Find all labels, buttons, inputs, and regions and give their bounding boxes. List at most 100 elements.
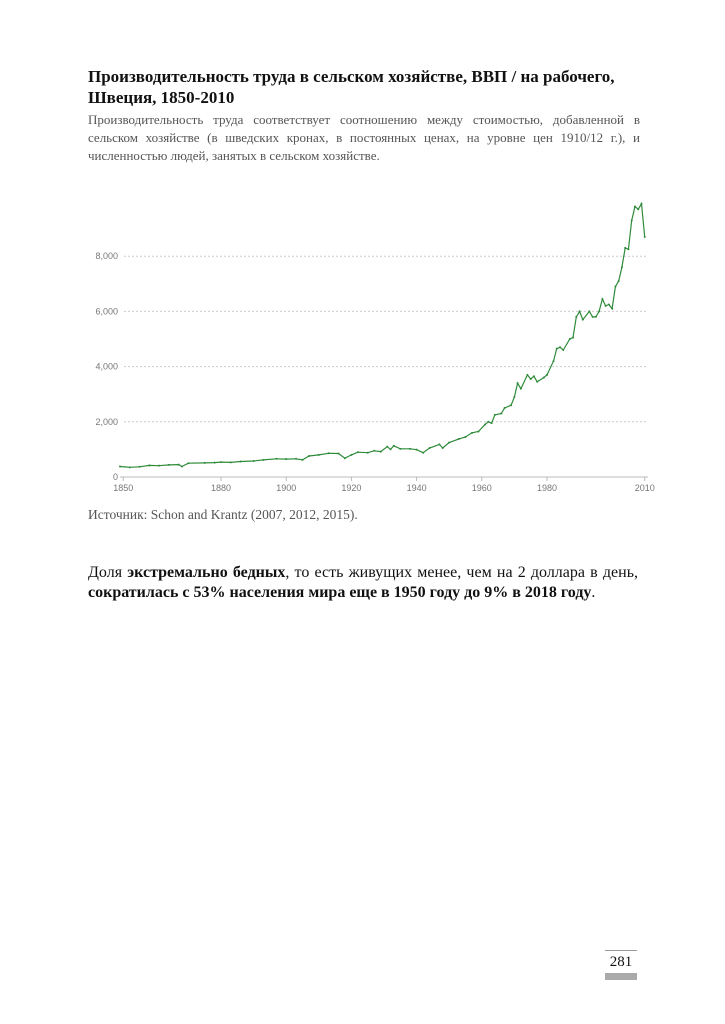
- data-point: [428, 447, 431, 450]
- data-point: [542, 376, 545, 379]
- data-point: [490, 422, 493, 425]
- chart-subtitle: Производительность труда соответствует с…: [88, 112, 640, 163]
- data-point: [484, 423, 487, 426]
- data-point: [627, 248, 630, 251]
- x-tick-label: 2010: [635, 483, 655, 493]
- x-tick-label: 1960: [472, 483, 492, 493]
- data-point: [611, 307, 614, 310]
- x-tick-label: 1920: [341, 483, 361, 493]
- data-point: [471, 431, 473, 434]
- data-point: [532, 375, 535, 378]
- data-point: [555, 347, 558, 350]
- data-point: [180, 465, 183, 468]
- data-point: [252, 459, 255, 462]
- data-point: [438, 443, 441, 446]
- data-point: [575, 315, 578, 318]
- data-point: [601, 297, 604, 300]
- x-tick-label: 1880: [211, 483, 231, 493]
- data-point: [448, 441, 451, 444]
- data-point: [552, 360, 555, 363]
- data-point: [158, 464, 161, 467]
- text: Доля: [88, 564, 128, 581]
- body-paragraph: Доля экстремально бедных, то есть живущи…: [88, 563, 638, 603]
- data-point: [275, 457, 278, 460]
- data-point: [594, 315, 597, 318]
- data-point: [633, 205, 636, 208]
- data-point: [187, 462, 190, 465]
- data-point: [526, 373, 529, 376]
- data-point: [604, 304, 607, 307]
- data-point: [373, 449, 376, 452]
- data-point: [493, 413, 496, 416]
- data-point: [559, 346, 561, 349]
- y-tick-label: 6,000: [95, 306, 118, 316]
- data-point: [643, 235, 646, 238]
- data-point: [262, 458, 265, 461]
- data-point: [572, 336, 575, 339]
- data-point: [379, 450, 382, 453]
- y-tick-label: 4,000: [95, 362, 118, 372]
- data-point: [591, 315, 594, 318]
- x-tick-label: 1980: [537, 483, 557, 493]
- data-point: [513, 395, 516, 398]
- y-tick-label: 8,000: [95, 251, 118, 261]
- text: .: [591, 584, 596, 601]
- data-point: [617, 280, 620, 283]
- data-point: [285, 458, 288, 461]
- x-tick-label: 1940: [407, 483, 427, 493]
- data-point: [581, 318, 584, 321]
- data-point: [536, 380, 539, 383]
- data-point: [516, 382, 519, 385]
- data-point: [356, 451, 359, 454]
- data-point: [327, 452, 330, 455]
- data-point: [138, 465, 141, 468]
- data-point: [119, 465, 121, 468]
- x-tick-label: 1850: [113, 483, 133, 493]
- data-point: [337, 452, 340, 455]
- data-point: [409, 447, 412, 450]
- data-point: [350, 453, 353, 456]
- data-point: [177, 463, 180, 466]
- data-point: [578, 310, 581, 313]
- data-point: [457, 437, 460, 440]
- data-point: [295, 457, 297, 460]
- data-point: [203, 461, 206, 464]
- bold-text: сократилась с 53% населения мира еще в 1…: [88, 584, 592, 601]
- line-chart: 0 2,000 4,000 6,000 8,000 1850 1880 1900 1920 194…: [95, 201, 655, 493]
- data-point: [598, 310, 601, 313]
- data-point: [500, 412, 503, 415]
- data-point: [148, 464, 151, 467]
- data-point: [167, 463, 170, 466]
- data-point: [128, 466, 131, 469]
- data-point: [620, 266, 623, 269]
- data-point: [386, 445, 389, 448]
- data-point: [487, 420, 490, 423]
- page-number: 281: [605, 950, 637, 971]
- data-point: [510, 404, 513, 407]
- data-point: [399, 447, 402, 450]
- x-tick-label: 1900: [276, 483, 296, 493]
- data-point: [519, 387, 522, 390]
- data-point: [630, 219, 633, 222]
- data-point: [464, 435, 467, 438]
- y-tick-label: 0: [113, 472, 118, 482]
- data-point: [568, 338, 571, 340]
- data-point: [588, 310, 591, 313]
- data-point: [503, 407, 506, 409]
- data-point: [529, 378, 532, 381]
- data-point: [317, 453, 320, 456]
- series-line: [119, 201, 646, 468]
- text: , то есть живущих менее, чем на 2 доллар…: [285, 564, 638, 581]
- data-point: [607, 303, 610, 306]
- chart-title: Производительность труда в сельском хозя…: [88, 67, 615, 107]
- y-tick-label: 2,000: [95, 417, 118, 427]
- data-point: [366, 451, 369, 454]
- data-point: [640, 202, 643, 205]
- source-note: Источник: Schon and Krantz (2007, 2012, …: [88, 507, 358, 522]
- data-point: [229, 461, 232, 464]
- data-point: [562, 349, 565, 352]
- data-point: [415, 448, 418, 451]
- data-point: [308, 455, 311, 458]
- page-number-bar: [605, 973, 637, 980]
